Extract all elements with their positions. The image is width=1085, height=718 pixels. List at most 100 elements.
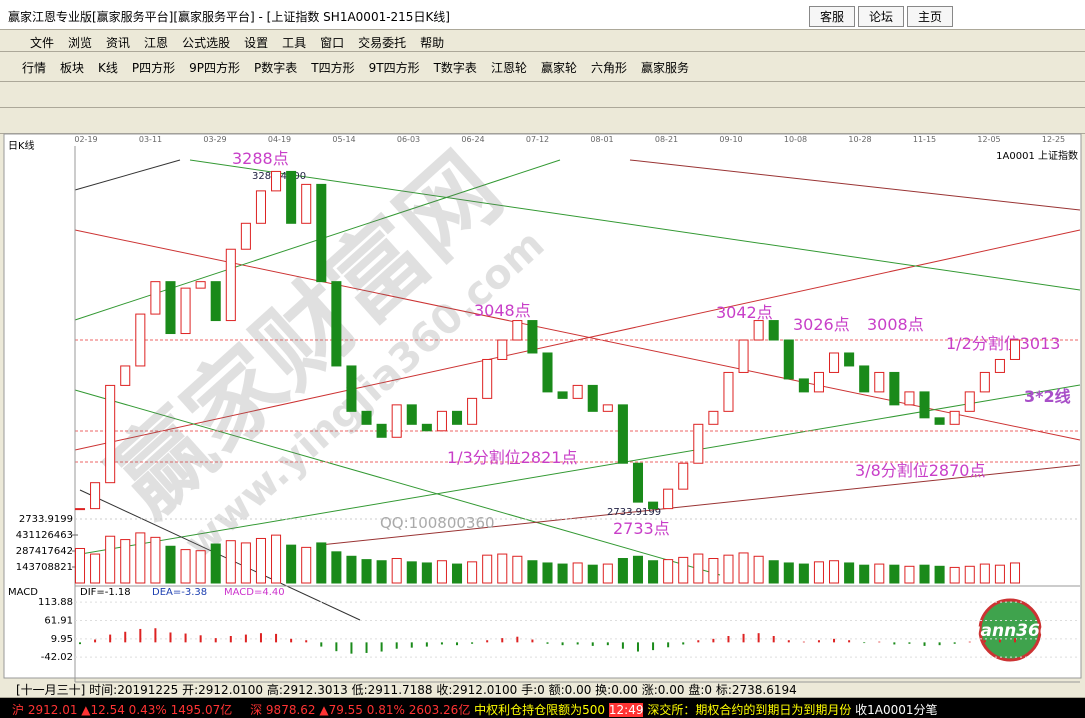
- toolbar-button[interactable]: K线: [98, 61, 118, 75]
- status-bar: [十一月三十] 时间:20191225 开:2912.0100 高:2912.3…: [0, 678, 1085, 698]
- period-label: 日K线: [8, 139, 35, 152]
- x-tick-label: 06-24: [461, 135, 484, 144]
- candle-body: [979, 371, 990, 393]
- symbol-label: 1A0001 上证指数: [996, 149, 1078, 162]
- dea: DEA=-3.38: [152, 587, 207, 598]
- annotation: 2733点: [613, 519, 670, 538]
- toolbar-button[interactable]: P数字表: [254, 61, 298, 75]
- toolbar-button[interactable]: 行情: [22, 61, 47, 75]
- volume-bar: [979, 563, 990, 584]
- y-tick-label: 9.95: [51, 634, 73, 645]
- button[interactable]: 主页: [907, 6, 954, 27]
- candle-body: [271, 170, 282, 192]
- x-tick-label: 12-25: [1042, 135, 1065, 144]
- y-tick-label: 2733.9199: [19, 514, 73, 525]
- candle-body: [844, 352, 855, 367]
- candle-body: [90, 482, 101, 510]
- volume-bar: [829, 560, 840, 584]
- toolbar-button[interactable]: 六角形: [590, 61, 627, 75]
- ticker: 深: [250, 703, 263, 717]
- toolbar-button[interactable]: T数字表: [433, 61, 477, 75]
- candle-body: [572, 384, 583, 399]
- menu-item[interactable]: 设置: [244, 36, 269, 50]
- candle-body: [693, 423, 704, 464]
- volume-bar: [904, 565, 915, 584]
- button[interactable]: 论坛: [858, 6, 905, 27]
- candle-body: [904, 391, 915, 406]
- menu-item[interactable]: 帮助: [420, 36, 445, 50]
- volume-bar: [361, 559, 372, 584]
- toolbar-button[interactable]: 江恩轮: [490, 61, 527, 75]
- menu-item[interactable]: 资讯: [106, 36, 131, 50]
- menu-item[interactable]: 工具: [282, 36, 307, 50]
- volume-bar: [663, 559, 674, 584]
- volume-bar: [602, 563, 613, 584]
- macd-value: MACD=4.40: [224, 587, 285, 598]
- candle-body: [451, 410, 463, 425]
- candle-body: [210, 281, 221, 322]
- candle-body: [195, 281, 206, 289]
- logo-text: gann360: [968, 621, 1052, 641]
- dif: DIF=-1.18: [80, 587, 131, 598]
- x-tick-label: 09-10: [719, 135, 742, 144]
- menu-item[interactable]: 窗口: [320, 36, 345, 50]
- candle-body: [632, 462, 644, 503]
- toolbar-button[interactable]: 板块: [60, 61, 85, 75]
- x-tick-label: 07-12: [526, 135, 549, 144]
- y-tick-label: 287417642: [16, 546, 73, 557]
- candle-body: [949, 410, 960, 425]
- annotation: 3/8分割位2870点: [855, 461, 985, 480]
- toolbar-button[interactable]: T四方形: [311, 61, 355, 75]
- toolbar-button[interactable]: P四方形: [131, 61, 176, 75]
- x-tick-label: 04-19: [268, 135, 291, 144]
- y-tick-label: 431126463: [16, 530, 73, 541]
- volume-bar: [316, 542, 327, 584]
- x-tick-label: 05-14: [332, 135, 355, 144]
- menu-item[interactable]: 文件: [30, 36, 55, 50]
- toolbar-button[interactable]: 赢家轮: [540, 61, 577, 75]
- menu-item[interactable]: 公式选股: [182, 36, 231, 50]
- menu-item[interactable]: 交易委托: [358, 36, 407, 50]
- x-tick-label: 08-01: [590, 135, 613, 144]
- ticker: 12:49: [608, 703, 644, 717]
- volume-bar: [512, 555, 523, 584]
- volume-bar: [210, 543, 221, 584]
- annotation: 3*2线: [1024, 387, 1071, 406]
- button[interactable]: 客服: [809, 6, 856, 27]
- toolbar-button[interactable]: 赢家服务: [640, 61, 689, 75]
- volume-bar: [240, 542, 251, 584]
- menu-item[interactable]: 浏览: [68, 36, 93, 50]
- x-tick-label: 10-28: [848, 135, 871, 144]
- volume-bar: [301, 546, 312, 584]
- candle-body: [874, 371, 885, 393]
- volume-bar: [105, 535, 116, 584]
- y-tick-label: 61.91: [44, 616, 73, 627]
- candle-body: [180, 287, 191, 335]
- toolbar-button[interactable]: 9P四方形: [189, 61, 241, 75]
- volume-bar: [783, 562, 794, 584]
- macd-title: MACD: [8, 587, 38, 598]
- candle-body: [376, 423, 387, 438]
- menu-item[interactable]: 江恩: [144, 36, 169, 50]
- volume-bar: [74, 547, 86, 584]
- candle-body: [859, 365, 870, 393]
- candle-body: [738, 339, 749, 373]
- candle-body: [391, 404, 402, 438]
- candle-body: [286, 170, 297, 224]
- volume-bar: [225, 540, 236, 584]
- ticker: 沪: [12, 703, 25, 717]
- y-tick-label: 143708821: [16, 562, 73, 573]
- x-tick-label: 02-19: [74, 135, 97, 144]
- x-tick-label: 08-21: [655, 135, 678, 144]
- candle-body: [919, 391, 930, 419]
- candle-body: [813, 371, 824, 393]
- candle-body: [406, 404, 417, 425]
- candle-body: [497, 339, 508, 360]
- volume-bar: [753, 555, 764, 584]
- toolbar-button[interactable]: 9T四方形: [368, 61, 420, 75]
- candle-body: [331, 281, 342, 367]
- volume-bar: [889, 564, 900, 584]
- candle-body: [361, 410, 372, 425]
- candle-body: [723, 371, 734, 412]
